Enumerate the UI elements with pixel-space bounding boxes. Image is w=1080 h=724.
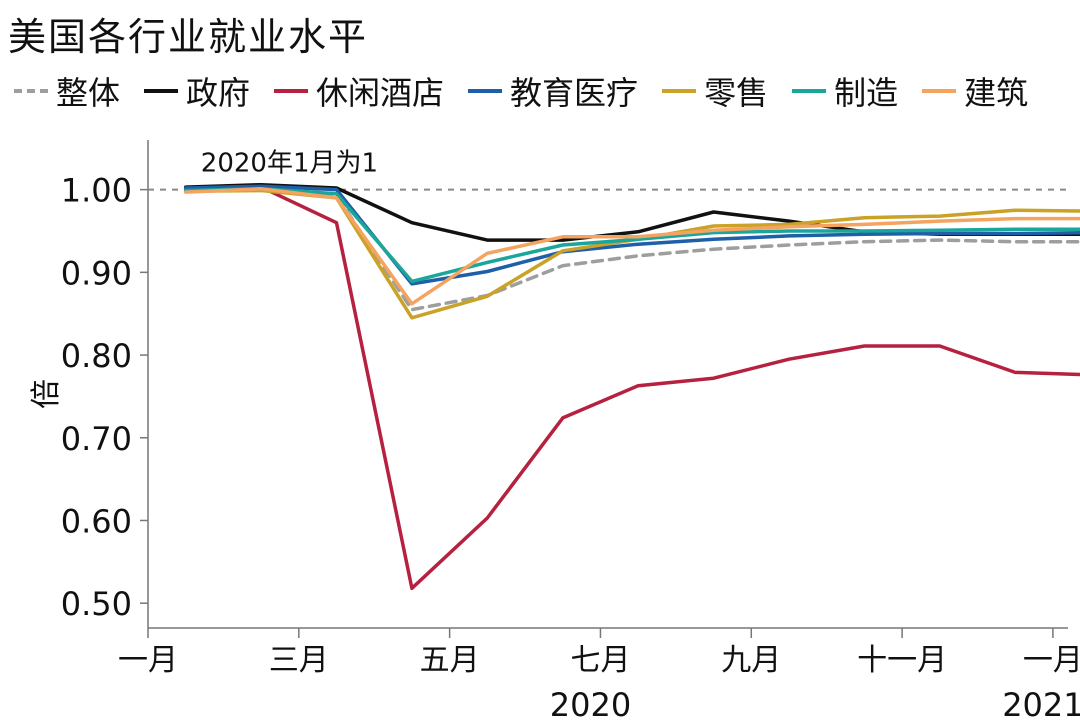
legend-label: 政府: [186, 74, 251, 112]
x-tick-label: 五月: [420, 643, 480, 678]
legend-item: 建筑: [922, 68, 1028, 114]
x-tick-label: 九月: [721, 643, 781, 678]
y-tick-label: 0.90: [61, 254, 132, 292]
x-tick-label: 一月: [118, 643, 178, 678]
x-tick-label: 七月: [570, 643, 630, 678]
legend-swatch: [14, 89, 48, 93]
legend-swatch: [274, 89, 309, 93]
year-label: 2021: [1002, 686, 1080, 724]
legend-swatch: [922, 89, 957, 93]
series-line: [183, 188, 1080, 320]
series-line: [183, 185, 1080, 312]
y-tick-label: 0.50: [61, 585, 132, 623]
legend-label: 制造: [834, 74, 899, 112]
legend-label: 休闲酒店: [316, 74, 445, 112]
x-tick-label: 一月: [1023, 643, 1080, 678]
legend-item: 政府: [144, 68, 250, 114]
legend-label: 零售: [704, 74, 769, 112]
year-label: 2020: [550, 686, 631, 724]
x-tick-label: 三月: [269, 643, 329, 678]
y-axis-label: 倍: [29, 379, 64, 409]
legend-item: 整体: [14, 68, 120, 114]
legend-swatch: [662, 89, 697, 93]
y-tick-label: 0.80: [61, 337, 132, 375]
legend-label: 教育医疗: [510, 74, 639, 112]
series-line: [183, 185, 1080, 591]
legend-swatch: [144, 89, 179, 93]
legend-swatch: [468, 89, 503, 93]
legend-item: 零售: [662, 68, 768, 114]
series-line: [183, 184, 1080, 286]
chart-title: 美国各行业就业水平: [8, 15, 369, 59]
legend-swatch: [792, 89, 827, 93]
legend-item: 教育医疗: [468, 68, 638, 114]
series-line: [183, 187, 1080, 306]
legend-item: 休闲酒店: [274, 68, 444, 114]
legend-item: 制造: [792, 68, 898, 114]
y-tick-label: 0.60: [61, 502, 132, 540]
y-tick-label: 0.70: [61, 420, 132, 458]
series-line: [183, 187, 1080, 284]
x-tick-label: 十一月: [857, 643, 947, 678]
legend: 整体 政府 休闲酒店 教育医疗 零售 制造 建筑: [14, 68, 1052, 114]
y-tick-label: 1.00: [61, 172, 132, 210]
legend-label: 整体: [56, 74, 121, 112]
legend-label: 建筑: [964, 74, 1029, 112]
annotation: 2020年1月为1: [201, 149, 378, 179]
